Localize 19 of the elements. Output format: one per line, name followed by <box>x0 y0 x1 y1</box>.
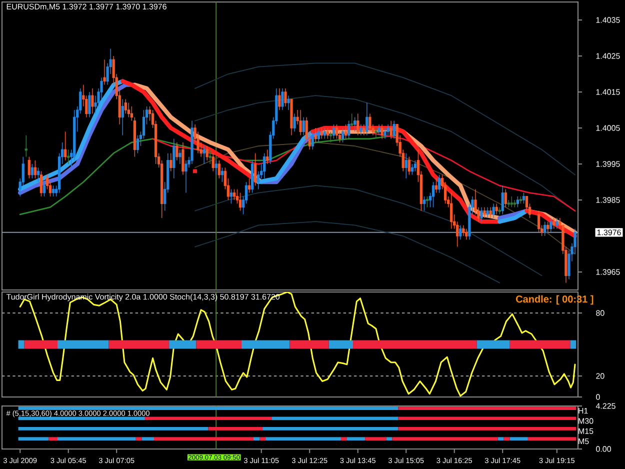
y-tick-label: 0 <box>596 394 600 400</box>
series-label: M30 <box>578 418 594 424</box>
ref-line-label: 1.3976 <box>597 230 621 236</box>
y-tick-label: 20 <box>596 373 604 379</box>
y-tick-label: 1.3985 <box>596 197 620 203</box>
y-tick-label: 1.3995 <box>596 161 620 167</box>
y-tick-label: 1.3965 <box>596 269 620 275</box>
y-tick-label: 1.4015 <box>596 89 620 95</box>
y-tick-label: 1.4005 <box>596 125 620 131</box>
chart-title: EURUSDm,M5 1.3972 1.3977 1.3970 1.3976 <box>6 4 166 10</box>
y-tick-label: 4.225 <box>596 403 616 409</box>
y-tick-label: 0.00 <box>596 446 611 452</box>
annotation: Candle: [ 00:31 ] <box>516 295 594 305</box>
series-label: H1 <box>578 408 588 414</box>
y-tick-label: 1.4025 <box>596 53 620 59</box>
series-label: M5 <box>578 438 589 444</box>
y-tick-label: 1.4035 <box>596 17 620 23</box>
y-tick-label: 80 <box>596 310 604 316</box>
series-label: M15 <box>578 428 594 434</box>
